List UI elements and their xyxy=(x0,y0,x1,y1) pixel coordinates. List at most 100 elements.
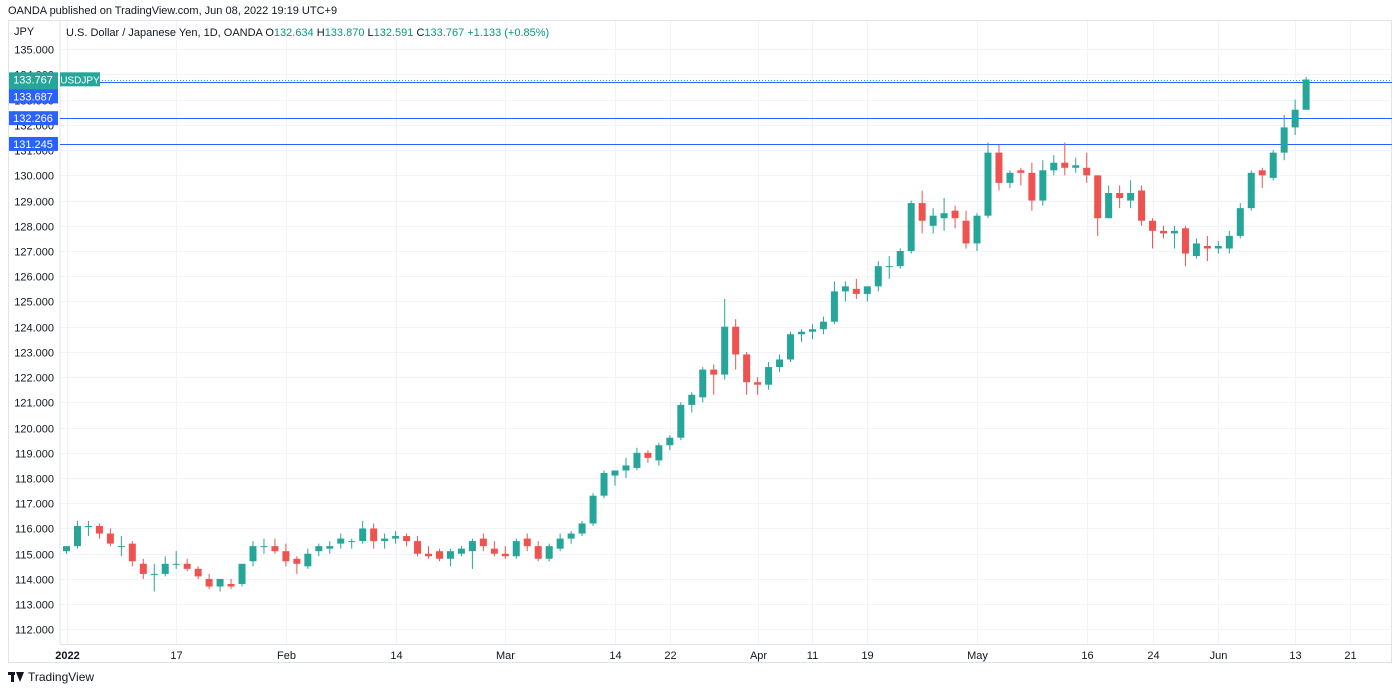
candle-up xyxy=(984,152,992,216)
y-tick-label: 125.000 xyxy=(14,297,54,309)
candle-up xyxy=(973,215,981,244)
price-labels: 133.76710:43:39USDJPY133.687132.266131.2… xyxy=(9,72,100,151)
x-tick-label: 13 xyxy=(1289,650,1301,662)
candle-up xyxy=(150,573,158,575)
candle-down xyxy=(1258,170,1266,176)
candle-up xyxy=(896,251,904,267)
candle-down xyxy=(1138,190,1146,221)
candle-up xyxy=(622,465,630,471)
candle-down xyxy=(139,563,147,574)
candle-down xyxy=(183,563,191,569)
candle-up xyxy=(457,548,465,554)
x-tick-label: May xyxy=(967,650,988,662)
candle-down xyxy=(951,210,959,219)
candle-up xyxy=(567,533,575,539)
candles xyxy=(63,76,1310,592)
candle-up xyxy=(1269,152,1277,178)
candle-up xyxy=(578,523,586,534)
candle-up xyxy=(161,563,169,574)
candle-up xyxy=(808,329,816,332)
candle-up xyxy=(1280,127,1288,153)
price-line-label: 133.687 xyxy=(13,91,53,103)
x-tick-label: 22 xyxy=(664,650,676,662)
candle-down xyxy=(743,354,751,383)
candle-down xyxy=(523,538,531,547)
candle-down xyxy=(1160,230,1167,234)
y-tick-label: 121.000 xyxy=(14,398,54,410)
x-tick-label: 16 xyxy=(1081,650,1093,662)
y-tick-label: 119.000 xyxy=(15,449,54,461)
tradingview-logo-icon xyxy=(8,671,24,683)
candle-up xyxy=(337,538,345,544)
candle-down xyxy=(435,551,443,559)
currency-label: JPY xyxy=(14,26,35,38)
candle-up xyxy=(600,472,608,496)
candle-down xyxy=(1061,162,1069,168)
x-tick-label: 14 xyxy=(609,650,621,662)
candle-up xyxy=(1291,109,1299,128)
candle-down xyxy=(490,548,498,554)
candle-down xyxy=(1203,245,1211,249)
footer-brand: TradingView xyxy=(28,670,95,684)
candle-down xyxy=(710,369,718,375)
x-tick-label: 11 xyxy=(807,650,818,662)
candle-up xyxy=(326,546,334,549)
candle-down xyxy=(227,583,235,587)
candle-up xyxy=(1006,172,1014,183)
price-tag-bg xyxy=(9,89,58,104)
candle-up xyxy=(1050,162,1058,171)
y-tick-label: 113.000 xyxy=(15,600,54,612)
x-tick-label: 24 xyxy=(1147,650,1159,662)
candle-down xyxy=(754,382,762,385)
candle-up xyxy=(238,563,246,584)
candle-down xyxy=(1017,170,1025,173)
candle-up xyxy=(885,266,893,268)
candle-down xyxy=(1116,193,1124,199)
y-tick-label: 127.000 xyxy=(14,247,54,259)
chart-frame[interactable] xyxy=(8,20,1392,663)
time-axis[interactable]: 2022 17 Feb 14 Mar 14 22 Apr 11 19 May 16 24 Jun 13 21 xyxy=(55,650,1356,662)
candle-up xyxy=(1225,235,1233,249)
price-line-label: 131.245 xyxy=(13,139,53,151)
y-tick-label: 120.000 xyxy=(14,424,54,436)
candle-up xyxy=(216,578,224,587)
candle-down xyxy=(293,558,301,564)
candle-up xyxy=(315,546,323,552)
candle-down xyxy=(414,541,422,554)
x-tick-label: Mar xyxy=(496,650,515,662)
x-tick-label: 19 xyxy=(861,650,873,662)
candle-down xyxy=(271,546,279,552)
candle-up xyxy=(512,541,520,557)
legend-close: 133.767 xyxy=(424,27,465,39)
legend-title: U.S. Dollar / Japanese Yen, 1D, OANDA xyxy=(66,27,263,39)
candle-up xyxy=(633,452,641,468)
candle-up xyxy=(589,495,597,524)
candle-down xyxy=(732,326,740,355)
candle-down xyxy=(1028,172,1036,201)
legend-high: 133.870 xyxy=(324,27,365,39)
candle-down xyxy=(205,578,213,587)
footer[interactable]: TradingView xyxy=(8,670,94,684)
candle-up xyxy=(907,203,915,252)
candle-up xyxy=(381,538,389,542)
candle-up xyxy=(73,525,81,547)
price-lines xyxy=(60,80,1392,145)
x-tick-label: Feb xyxy=(277,650,296,662)
candle-down xyxy=(534,546,542,559)
candle-up xyxy=(545,546,553,559)
y-tick-label: 135.000 xyxy=(14,45,54,57)
candle-down xyxy=(995,152,1003,183)
x-tick-label: 21 xyxy=(1344,650,1356,662)
candle-up xyxy=(1039,170,1047,201)
candle-down xyxy=(1083,167,1091,176)
candle-down xyxy=(194,568,202,577)
price-axis[interactable]: 112.000 113.000 114.000 115.000 116.000 117.0… xyxy=(14,45,54,637)
candle-up xyxy=(556,538,564,549)
candle-up xyxy=(677,404,685,438)
candle-down xyxy=(918,203,926,221)
legend-low-label: L xyxy=(367,27,374,39)
y-tick-label: 114.000 xyxy=(15,575,54,587)
candle-down xyxy=(128,543,136,562)
candle-up xyxy=(348,541,356,543)
